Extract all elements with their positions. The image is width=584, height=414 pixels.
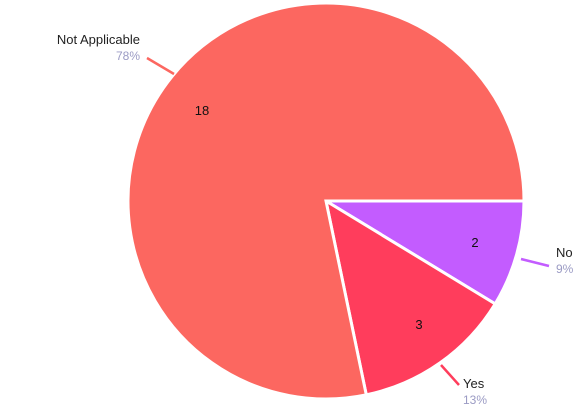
slice-label-yes: Yes — [463, 376, 485, 391]
slice-value-not-applicable: 18 — [195, 103, 209, 118]
slice-percent-not-applicable: 78% — [116, 49, 140, 63]
slice-label-no: No — [556, 245, 573, 260]
slice-not-applicable — [126, 1, 526, 401]
pie-slices — [126, 1, 526, 401]
leader-line-yes — [440, 364, 460, 386]
slice-value-yes: 3 — [415, 317, 422, 332]
slice-label-not-applicable: Not Applicable — [57, 32, 140, 47]
leader-lines — [146, 56, 550, 386]
leader-line-no — [520, 257, 550, 268]
slice-percent-yes: 13% — [463, 393, 487, 407]
slice-percent-no: 9% — [556, 262, 574, 276]
slice-value-no: 2 — [471, 235, 478, 250]
slice-no — [320, 199, 526, 306]
leader-line-not-applicable — [146, 56, 175, 76]
slice-yes — [323, 197, 498, 397]
